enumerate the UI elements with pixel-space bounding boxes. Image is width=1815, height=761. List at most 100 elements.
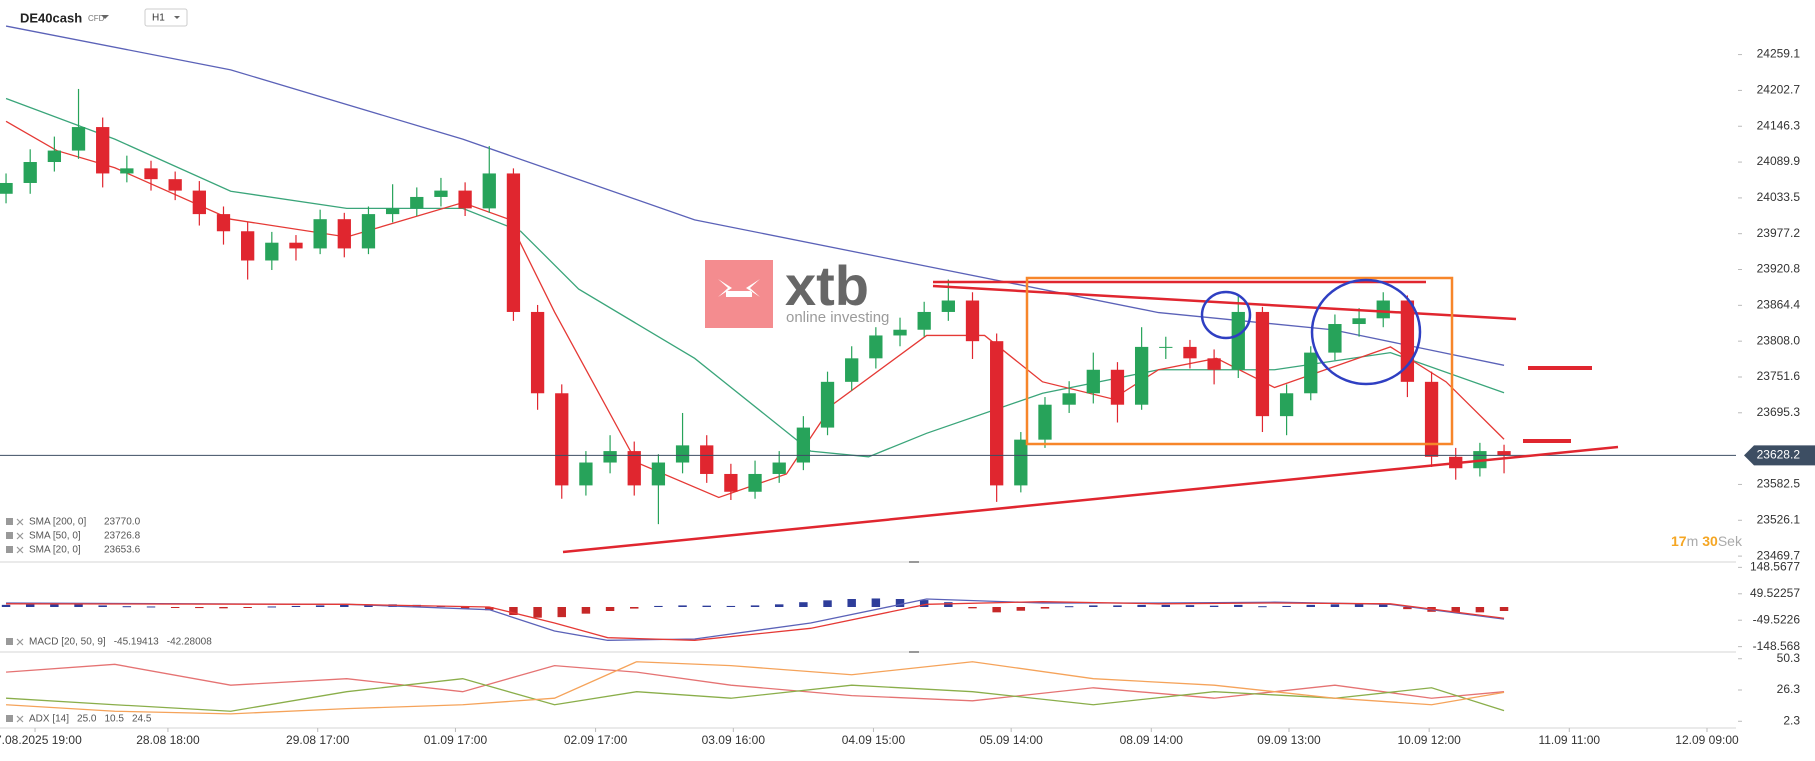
candle-body bbox=[192, 190, 206, 215]
price-tag bbox=[1744, 445, 1815, 466]
x-tick-label: 03.09 16:00 bbox=[702, 733, 766, 747]
legend-value: 25.0 bbox=[77, 714, 97, 725]
candle-body bbox=[265, 242, 279, 261]
indicator-line bbox=[5, 663, 1505, 702]
legend-icon bbox=[6, 638, 13, 645]
legend-name: SMA [50, 0] bbox=[29, 531, 81, 542]
y-tick-label: -148.568 bbox=[1753, 639, 1801, 653]
x-tick-label: 09.09 13:00 bbox=[1257, 733, 1321, 747]
candle-body bbox=[1328, 324, 1342, 353]
candle-body bbox=[675, 445, 690, 463]
histogram-bar bbox=[654, 605, 663, 607]
legend-value: -45.19413 bbox=[114, 637, 159, 648]
x-tick-label: 11.09 11:00 bbox=[1538, 733, 1600, 747]
candle-body bbox=[168, 179, 182, 191]
indicator-line bbox=[6, 661, 1505, 715]
histogram-bar bbox=[1451, 607, 1460, 613]
timer-minutes: 17 bbox=[1671, 533, 1687, 549]
plot: 24259.1 24202.7 24146.3 24089.9 24033.5 23977… bbox=[0, 25, 1815, 747]
histogram-bar bbox=[460, 607, 470, 609]
timer-seconds-unit: Sek bbox=[1718, 533, 1743, 549]
drawings bbox=[562, 276, 1619, 554]
histogram-bar bbox=[726, 605, 736, 607]
legend-value: 23726.8 bbox=[104, 531, 141, 542]
histogram-bar bbox=[1282, 605, 1291, 607]
y-tick-label: 23582.5 bbox=[1757, 477, 1801, 491]
price-tag-label: 23628.2 bbox=[1757, 448, 1801, 462]
histogram-bar bbox=[1064, 606, 1074, 608]
candle-body bbox=[458, 190, 472, 209]
legend-remove[interactable] bbox=[16, 518, 24, 526]
histogram-bar bbox=[485, 607, 494, 611]
legend-remove[interactable] bbox=[16, 532, 24, 540]
y-tick-label: 24202.7 bbox=[1757, 83, 1801, 97]
histogram-bar bbox=[291, 605, 301, 607]
candle-body bbox=[144, 168, 158, 180]
histogram-bar bbox=[1499, 607, 1509, 611]
histogram-bar bbox=[895, 599, 905, 607]
candle-body bbox=[965, 300, 980, 342]
toolbar: DE40cash CFD H1 bbox=[20, 8, 188, 27]
tagline: online investing bbox=[786, 309, 889, 326]
legend-remove[interactable] bbox=[16, 638, 24, 646]
histogram-bar bbox=[219, 607, 228, 609]
candle-body bbox=[1497, 451, 1511, 456]
y-tick-label: 148.5677 bbox=[1750, 560, 1800, 574]
y-tick-label: 24033.5 bbox=[1757, 190, 1801, 204]
x-tick-label: 10.09 12:00 bbox=[1397, 733, 1461, 747]
timer-minutes-unit: m bbox=[1687, 533, 1699, 549]
pane-resize-handle[interactable] bbox=[909, 561, 919, 563]
candle-body bbox=[216, 214, 231, 232]
candle-body bbox=[869, 335, 883, 359]
candle-body bbox=[748, 473, 762, 492]
y-tick-label: 23864.4 bbox=[1757, 298, 1801, 312]
candle-body bbox=[410, 196, 424, 209]
range-box[interactable] bbox=[1025, 276, 1454, 446]
legend-remove[interactable] bbox=[16, 546, 24, 554]
candle-body bbox=[337, 219, 351, 249]
symbol[interactable]: DE40cash bbox=[20, 10, 82, 25]
legend-remove[interactable] bbox=[16, 715, 24, 723]
histogram-bar bbox=[968, 607, 977, 609]
highlight-circle[interactable] bbox=[1310, 278, 1422, 386]
histogram-bar bbox=[1089, 605, 1098, 607]
y-tick-label: 23526.1 bbox=[1757, 512, 1801, 526]
resistance-trendline[interactable] bbox=[932, 284, 1517, 321]
highlight-circle[interactable] bbox=[1200, 290, 1252, 340]
histogram-bar bbox=[702, 605, 711, 607]
y-tick-label: 23977.2 bbox=[1757, 226, 1801, 240]
histogram-bar bbox=[1475, 607, 1485, 613]
y-tick-label: -49.5226 bbox=[1753, 612, 1801, 626]
histogram-bar bbox=[122, 606, 132, 608]
histogram-bar bbox=[1161, 604, 1171, 607]
legend-icon bbox=[6, 518, 13, 525]
y-tick-label: 23751.6 bbox=[1757, 369, 1801, 383]
candle-body bbox=[772, 462, 786, 474]
candle-body bbox=[1110, 369, 1125, 405]
timeframe-box[interactable] bbox=[144, 8, 188, 27]
histogram-bar bbox=[25, 604, 35, 607]
candle-body bbox=[1231, 311, 1245, 370]
candle-body bbox=[1376, 300, 1390, 319]
candle-body bbox=[579, 462, 593, 486]
timeframe[interactable]: H1 bbox=[152, 13, 165, 24]
support-trendline[interactable] bbox=[562, 445, 1619, 554]
timeframe-dropdown[interactable] bbox=[174, 16, 180, 19]
symbol-dropdown[interactable] bbox=[101, 15, 109, 19]
candle-body bbox=[990, 341, 1004, 486]
histogram-bar bbox=[315, 605, 325, 607]
pane-resize-handle[interactable] bbox=[909, 651, 919, 653]
candle-body bbox=[724, 473, 738, 492]
histogram-bar bbox=[1137, 604, 1146, 607]
candle-body bbox=[1279, 393, 1294, 417]
candle-body bbox=[47, 150, 62, 163]
candle-timer: 17m 30Sek bbox=[1671, 533, 1743, 549]
histogram-bar bbox=[98, 605, 107, 607]
candle-body bbox=[506, 173, 521, 312]
x-tick-label: 01.09 17:00 bbox=[424, 733, 488, 747]
logo-mark bbox=[718, 279, 760, 297]
legend-icon bbox=[6, 532, 13, 539]
legend-name: ADX [14] bbox=[29, 714, 69, 725]
candle-body bbox=[627, 451, 641, 486]
x-tick-label: 05.09 14:00 bbox=[979, 733, 1043, 747]
